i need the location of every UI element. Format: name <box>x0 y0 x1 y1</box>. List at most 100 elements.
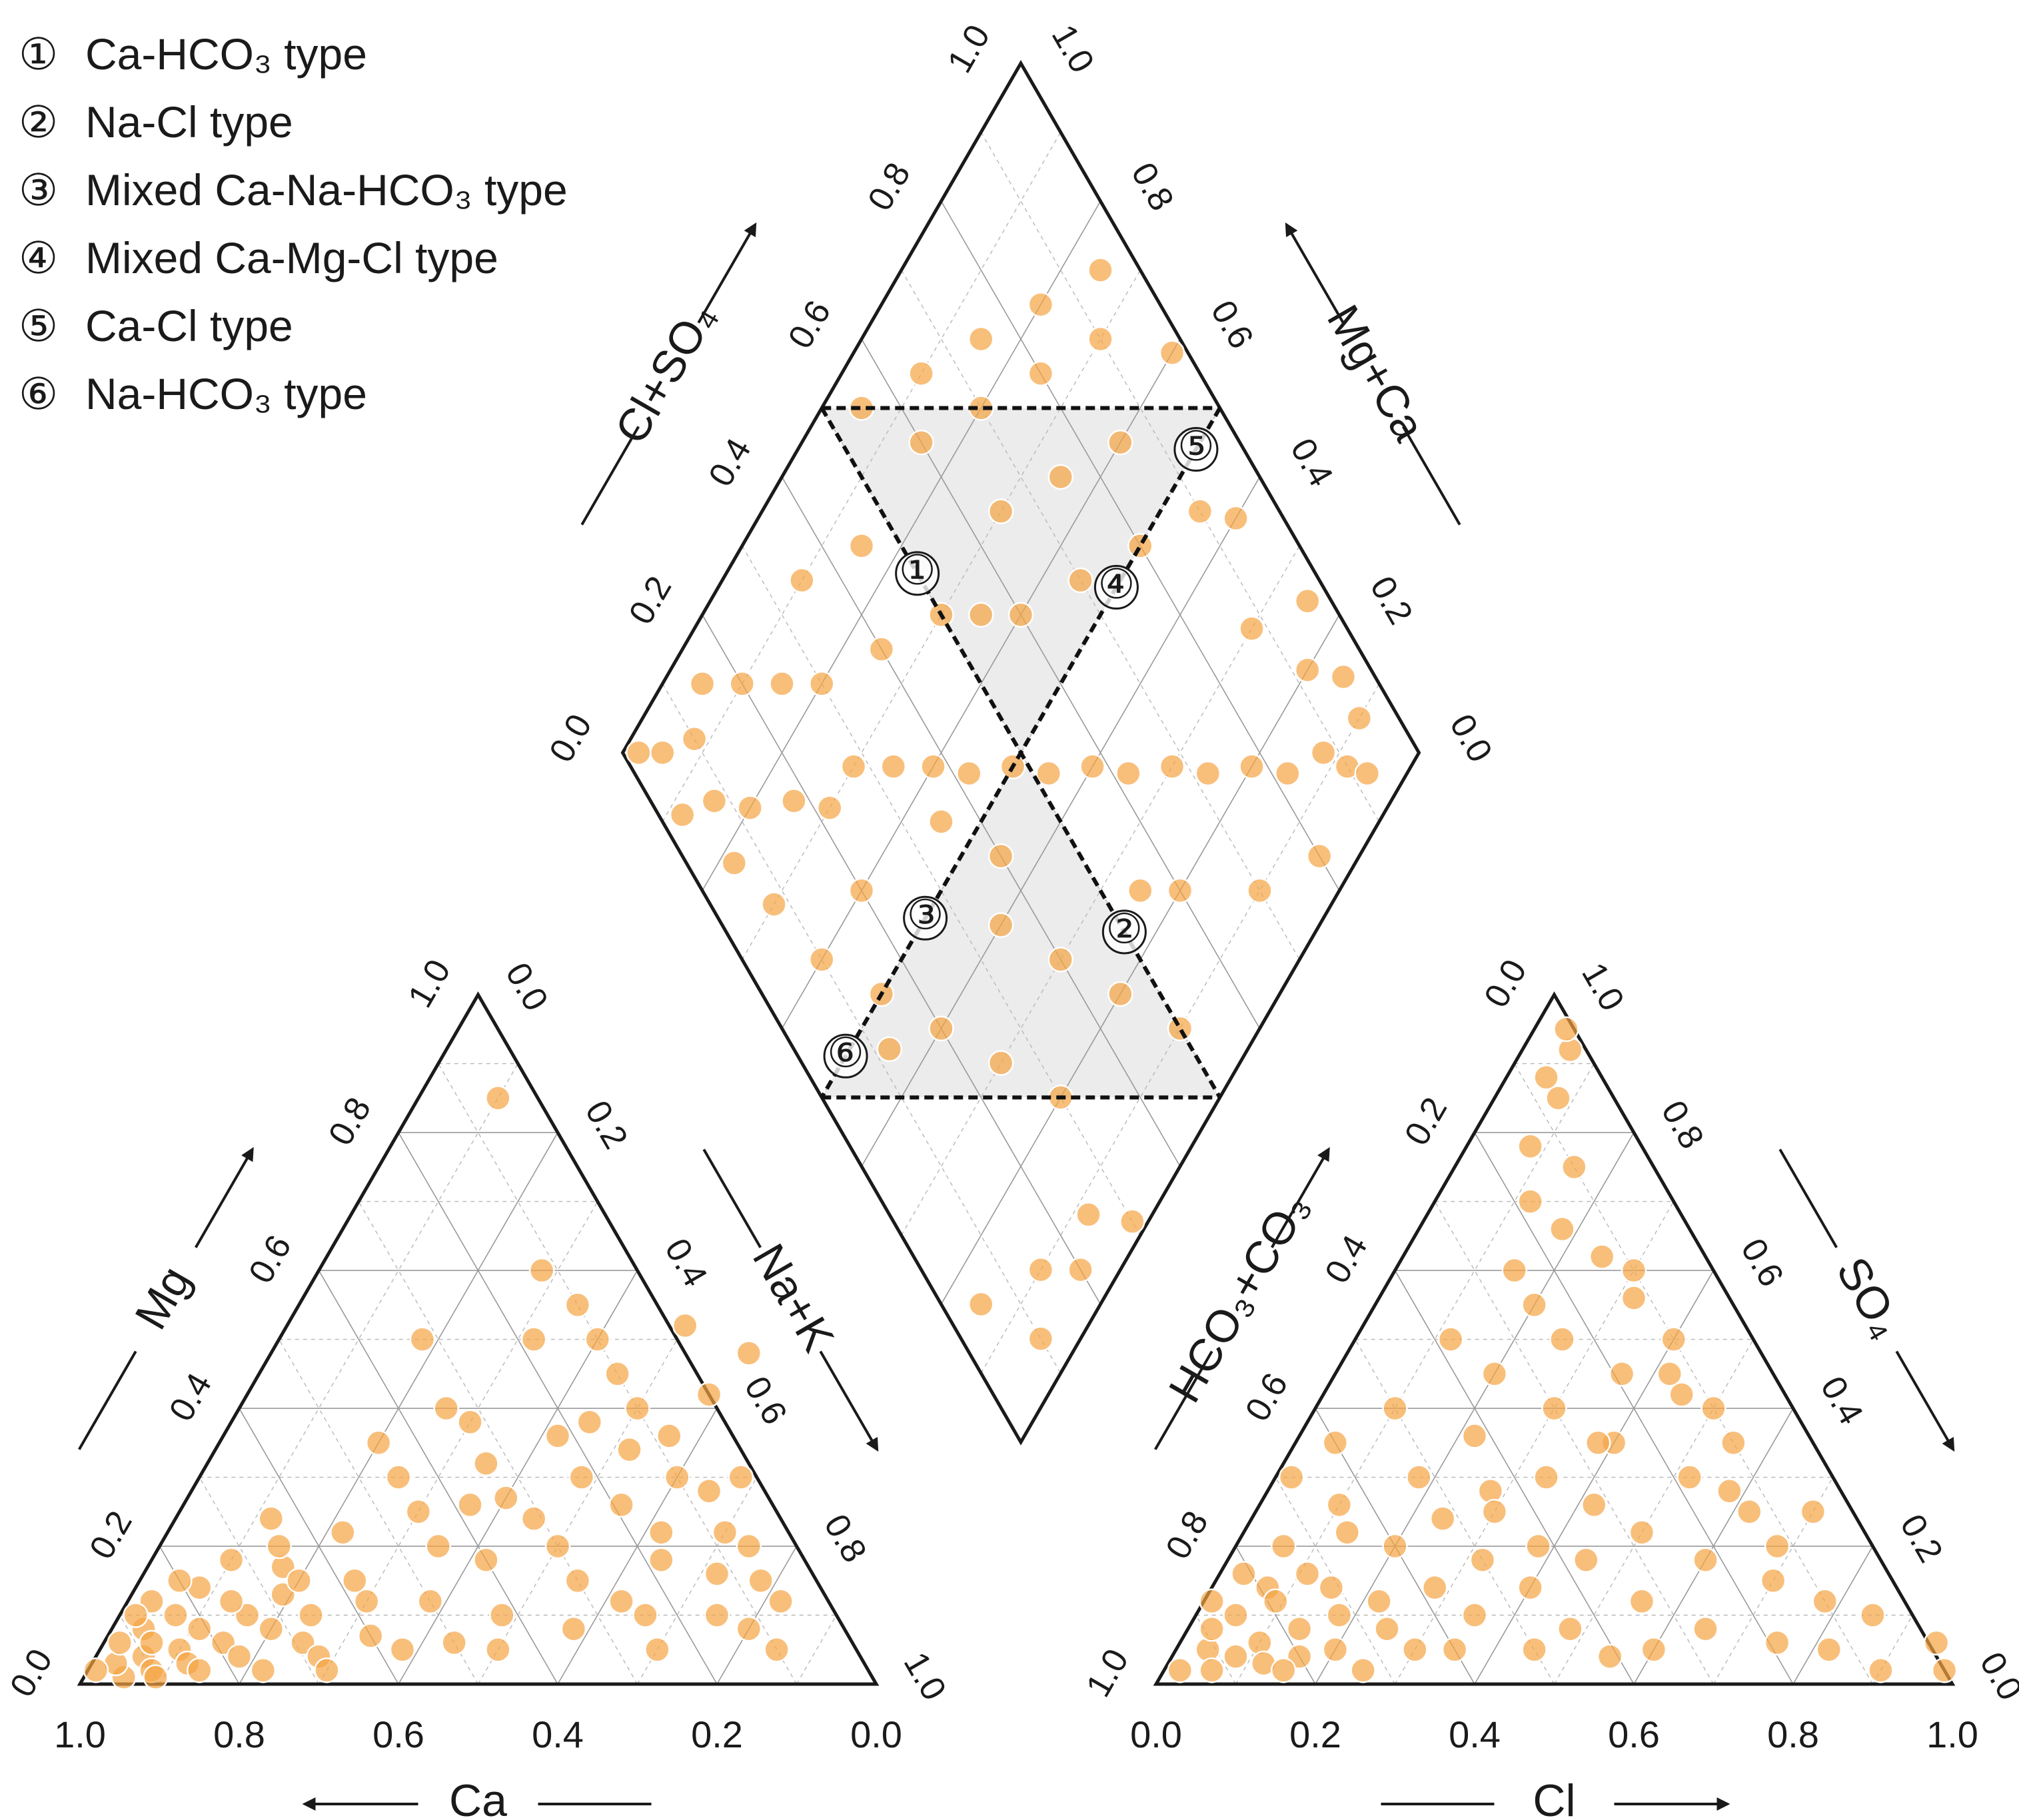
diamond-point <box>1127 533 1153 559</box>
anion-so4-tick: 0.0 <box>1972 1646 2019 1707</box>
anion-triangle-gridline <box>1553 1339 1754 1685</box>
cation-triangle-gridline <box>119 1615 161 1685</box>
anion-so4-tick: 0.8 <box>1654 1095 1711 1156</box>
diamond-point <box>1187 498 1213 524</box>
cation-point <box>560 1615 587 1642</box>
cation-point <box>405 1499 432 1525</box>
anion-point <box>1195 1637 1221 1663</box>
diamond-clso4-tick: 0.2 <box>622 570 679 631</box>
diamond-point <box>968 326 994 352</box>
cation-point <box>365 1430 392 1456</box>
diamond-clso4-tick: 0.8 <box>860 157 918 218</box>
anion-point <box>1860 1602 1886 1628</box>
anion-point <box>1736 1499 1762 1525</box>
anion-point <box>1669 1382 1694 1408</box>
anion-point <box>1326 1492 1353 1518</box>
anion-point <box>1589 1244 1615 1270</box>
anion-point <box>1247 1629 1273 1656</box>
axis-title-na-k-line <box>702 1148 762 1248</box>
cation-point <box>485 1085 511 1111</box>
cation-point <box>632 1602 658 1628</box>
axis-title-cl-so4: Cl+SO₄ <box>605 294 726 452</box>
cation-point <box>644 1637 670 1663</box>
diamond-point <box>1247 877 1273 904</box>
cation-point <box>258 1506 285 1532</box>
diamond-point <box>880 753 907 779</box>
anion-point <box>1461 1423 1488 1449</box>
cation-na-tick: 0.2 <box>578 1095 635 1156</box>
diamond-point <box>1294 588 1321 614</box>
cation-point <box>187 1615 213 1642</box>
diamond-point <box>669 801 696 828</box>
cation-point <box>493 1485 519 1511</box>
anion-cl-tick: 0.0 <box>1130 1713 1182 1755</box>
cation-point <box>520 1506 547 1532</box>
diamond-point <box>1047 947 1073 973</box>
anion-point <box>1816 1637 1842 1663</box>
diamond-point <box>809 671 835 697</box>
anion-point <box>1931 1657 1958 1683</box>
anion-triangle-gridline <box>1792 1546 1874 1685</box>
axis-title-cl-so4-group: Cl+SO₄ <box>580 222 757 526</box>
cation-point <box>409 1326 436 1352</box>
anion-point <box>1223 1602 1249 1628</box>
anion-point <box>1760 1568 1786 1594</box>
cation-point <box>457 1409 483 1435</box>
diamond-point <box>1087 326 1113 352</box>
diamond-point <box>681 725 708 752</box>
cation-point <box>250 1657 277 1683</box>
legend-item: ⑤ Ca-Cl type <box>19 292 568 360</box>
axis-title-so4-line <box>1895 1350 1955 1452</box>
cation-point <box>748 1568 774 1594</box>
anion-point <box>1533 1464 1559 1490</box>
legend-label: Na-HCO₃ type <box>85 369 367 418</box>
anion-point <box>1167 1657 1193 1683</box>
cation-point <box>473 1547 499 1573</box>
legend-number: ⑤ <box>19 301 59 350</box>
anion-point <box>1199 1588 1225 1615</box>
cation-point <box>564 1568 591 1594</box>
cation-point <box>218 1588 245 1615</box>
anion-point <box>1223 1643 1249 1669</box>
legend-item: ① Ca-HCO₃ type <box>19 20 568 88</box>
cation-point <box>226 1643 253 1669</box>
anion-triangle-gridline <box>1434 1201 1714 1685</box>
cation-point <box>123 1602 149 1628</box>
cation-point <box>353 1588 380 1615</box>
cation-triangle-gridline <box>796 1615 837 1685</box>
diamond-point <box>809 947 835 973</box>
anion-point <box>1621 1257 1647 1284</box>
axis-title-ca-group: Ca <box>302 1775 652 1820</box>
diamond-point <box>1035 760 1062 787</box>
legend-number: ① <box>19 29 59 79</box>
diamond-point <box>876 1036 903 1063</box>
diamond-point <box>1346 705 1373 731</box>
legend-label: Ca-HCO₃ type <box>85 29 367 79</box>
cation-point <box>425 1533 451 1560</box>
cation-mg-tick: 1.0 <box>400 953 458 1015</box>
cation-point <box>314 1657 340 1683</box>
cation-point <box>457 1492 483 1518</box>
legend-label: Mixed Ca-Na-HCO₃ type <box>85 165 568 215</box>
anion-point <box>1533 1065 1559 1091</box>
axis-title-na-k: Na+K <box>743 1236 844 1360</box>
anion-point <box>1764 1629 1790 1656</box>
cation-point <box>167 1568 193 1594</box>
cation-point <box>544 1423 571 1449</box>
diamond-mgca-tick: 0.4 <box>1283 432 1340 494</box>
diamond-point <box>1079 753 1105 779</box>
cation-ca-tick: 1.0 <box>54 1713 106 1755</box>
diamond-point <box>840 753 867 779</box>
diamond-point <box>1167 1015 1193 1042</box>
legend-label: Mixed Ca-Mg-Cl type <box>85 233 498 282</box>
cation-triangle-frame <box>77 991 880 1686</box>
cation-point <box>624 1395 650 1422</box>
zone-label-circle <box>1173 427 1219 472</box>
anion-point <box>1549 1216 1575 1242</box>
anion-point <box>1517 1188 1543 1214</box>
cation-point <box>520 1326 547 1352</box>
anion-point <box>1441 1637 1468 1663</box>
cation-point <box>107 1629 133 1656</box>
zone-label-circle <box>1101 909 1147 955</box>
anion-point <box>1541 1395 1567 1422</box>
